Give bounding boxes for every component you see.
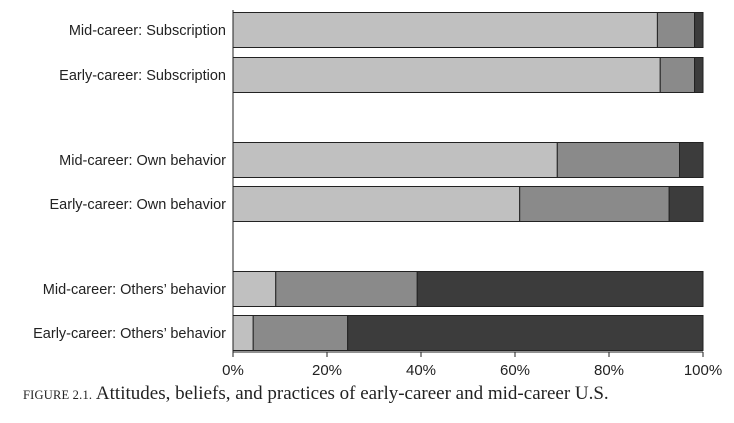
category-label: Mid-career: Own behavior — [59, 153, 226, 169]
bar-segment-3-1 — [232, 142, 558, 178]
bar-segment-3-2 — [556, 142, 680, 178]
figure-caption: FIGURE 2.1. Attitudes, beliefs, and prac… — [23, 383, 723, 405]
bar-segment-5-1 — [232, 271, 277, 307]
x-tick-label: 20% — [312, 362, 342, 379]
bar-segment-5-2 — [275, 271, 418, 307]
bar-segment-2-1 — [232, 57, 661, 93]
bar-segment-2-3 — [694, 57, 704, 93]
bar-segment-2-2 — [659, 57, 696, 93]
bar-segment-4-2 — [519, 186, 670, 222]
x-tick-label: 100% — [684, 362, 722, 379]
x-tick-label: 80% — [594, 362, 624, 379]
bar-segment-4-1 — [232, 186, 521, 222]
bar-segment-1-1 — [232, 12, 658, 48]
caption-text: Attitudes, beliefs, and practices of ear… — [92, 383, 609, 404]
category-label: Mid-career: Others’ behavior — [43, 282, 226, 298]
figure-label: FIGURE 2.1. — [23, 388, 93, 402]
category-label: Early-career: Own behavior — [50, 197, 227, 213]
bar-segment-5-3 — [416, 271, 704, 307]
category-label: Early-career: Subscription — [59, 68, 226, 84]
x-tick-label: 60% — [500, 362, 530, 379]
bar-segment-6-2 — [252, 315, 349, 351]
x-tick-label: 0% — [222, 362, 244, 379]
bar-segment-4-3 — [668, 186, 704, 222]
bar-segment-1-3 — [694, 12, 704, 48]
bar-segment-6-3 — [347, 315, 704, 351]
bar-segment-6-1 — [232, 315, 254, 351]
stacked-bar-chart: Mid-career: Subscription Early-career: Su… — [33, 10, 722, 379]
x-tick-label: 40% — [406, 362, 436, 379]
category-label: Mid-career: Subscription — [69, 23, 226, 39]
bar-segment-3-3 — [679, 142, 704, 178]
category-label: Early-career: Others’ behavior — [33, 326, 226, 342]
bar-segment-1-2 — [656, 12, 696, 48]
